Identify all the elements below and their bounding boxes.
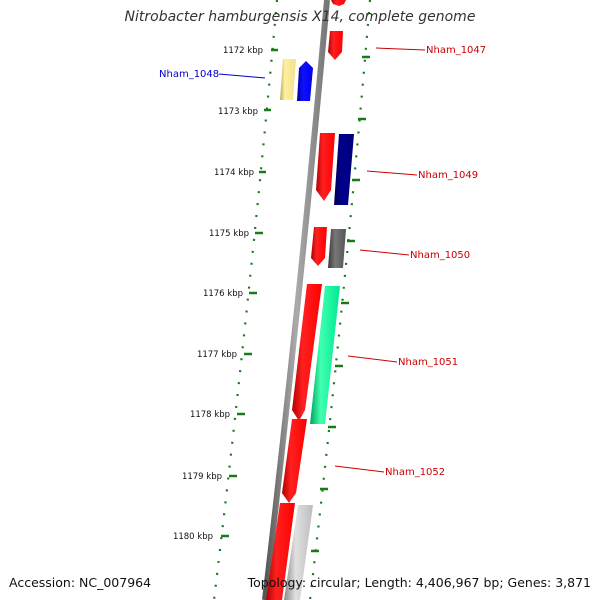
gene-label-nham-1051[interactable]: Nham_1051: [398, 357, 458, 368]
scale-label: 1174 kbp: [214, 168, 254, 178]
gene-nham-1049-navy[interactable]: [334, 134, 354, 205]
gene-nham-1048-blue[interactable]: [297, 61, 313, 101]
gene-label-nham-1048[interactable]: Nham_1048: [159, 69, 219, 80]
gene-bottom-silver[interactable]: [284, 505, 313, 600]
gene-label-nham-1047[interactable]: Nham_1047: [426, 45, 486, 56]
scale-label: 1176 kbp: [203, 289, 243, 299]
gene-labels: Nham_1047 Nham_1048 Nham_1049 Nham_1050 …: [159, 45, 486, 478]
gene-nham-1050-gray[interactable]: [328, 229, 346, 268]
scale-label: 1180 kbp: [173, 532, 213, 542]
gene-bottom-red[interactable]: [266, 503, 295, 600]
gene-nham-1048[interactable]: [280, 59, 296, 100]
scale-line-right: [308, 0, 372, 600]
gene-nham-1051[interactable]: [292, 284, 322, 421]
genome-title: Nitrobacter hamburgensis X14, complete g…: [124, 9, 476, 25]
gene-label-nham-1052[interactable]: Nham_1052: [385, 467, 445, 478]
gene-label-nham-1050[interactable]: Nham_1050: [410, 250, 470, 261]
scale-label: 1172 kbp: [223, 46, 263, 56]
gene-features: [266, 0, 354, 600]
scale-label: 1178 kbp: [190, 410, 230, 420]
major-ticks-right: [311, 55, 370, 553]
gene-nham-1051-green[interactable]: [310, 286, 340, 424]
topology-text: Topology: circular; Length: 4,406,967 bp…: [247, 575, 591, 590]
gene-nham-1049[interactable]: [316, 133, 335, 201]
gene-nham-1050[interactable]: [311, 227, 327, 266]
gene-nham-1052[interactable]: [282, 419, 307, 503]
accession-text: Accession: NC_007964: [9, 575, 152, 590]
scale-label: 1175 kbp: [209, 229, 249, 239]
scale-label: 1177 kbp: [197, 350, 237, 360]
gene-nham-1047[interactable]: [331, 0, 346, 6]
scale-label: 1179 kbp: [182, 472, 222, 482]
major-ticks-left: [221, 48, 278, 538]
gene-nham-1047b[interactable]: [328, 31, 343, 60]
scale-line-left: [212, 0, 279, 600]
genome-backbone: [262, 0, 330, 600]
gene-label-nham-1049[interactable]: Nham_1049: [418, 170, 478, 181]
scale-labels: 1172 kbp 1173 kbp 1174 kbp 1175 kbp 1176…: [173, 46, 263, 542]
label-leaders: [218, 47, 426, 473]
scale-label: 1173 kbp: [218, 107, 258, 117]
